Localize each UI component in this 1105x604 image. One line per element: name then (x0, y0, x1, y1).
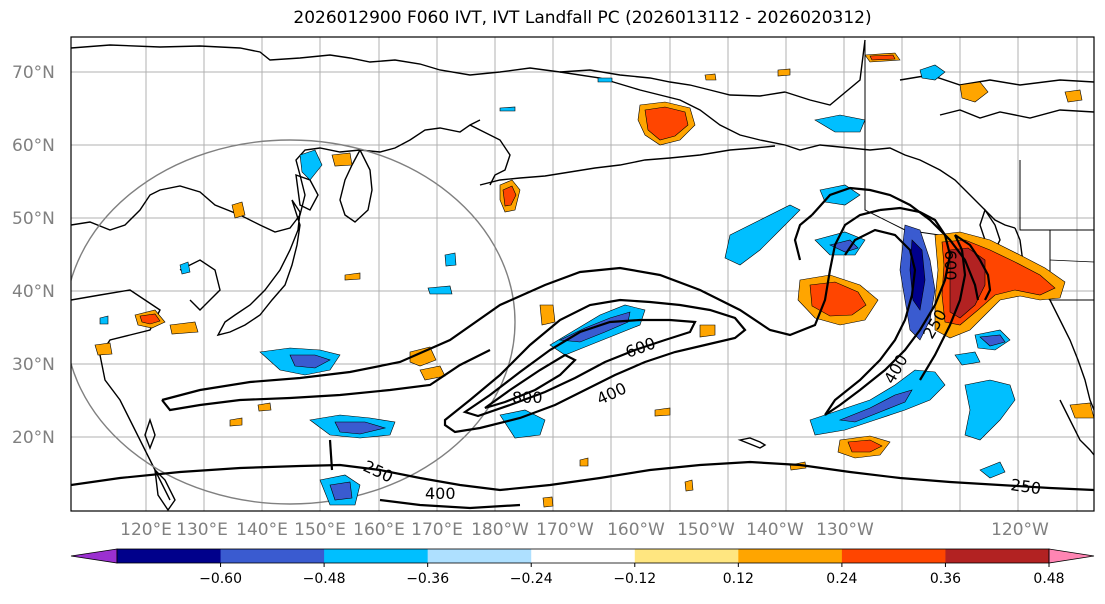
lon-label-150e: 150°E (294, 520, 346, 540)
lon-label-180w: 180°W (471, 520, 529, 540)
map-title: 2026012900 F060 IVT, IVT Landfall PC (20… (293, 8, 872, 28)
lon-label-120e: 120°E (120, 520, 172, 540)
colorbar-swatch (117, 549, 222, 563)
lon-label-130w: 130°W (816, 520, 874, 540)
lon-label-160e: 160°E (353, 520, 405, 540)
lat-label-30: 30°N (12, 355, 55, 375)
colorbar-tick-label: 0.48 (1033, 571, 1064, 587)
colorbar: −0.60 −0.48 −0.36 −0.24 −0.12 0.12 0.24 0.36 0.4… (70, 548, 1095, 587)
longitude-labels: 120°E 130°E 140°E 150°E 160°E 170°E 180°… (120, 520, 1049, 540)
lon-label-160w: 160°W (607, 520, 665, 540)
landfall-domain-ellipse (71, 139, 516, 505)
lon-label-140e: 140°E (236, 520, 288, 540)
colorbar-tick-label: −0.48 (303, 571, 346, 587)
lat-label-20: 20°N (12, 428, 55, 448)
lat-label-60: 60°N (12, 136, 55, 156)
contour-label-800: 800 (512, 388, 543, 407)
lon-label-130e: 130°E (176, 520, 228, 540)
lat-label-40: 40°N (12, 282, 55, 302)
latitude-labels: 70°N 60°N 50°N 40°N 30°N 20°N (12, 63, 55, 448)
lon-label-170e: 170°E (411, 520, 463, 540)
contour-label-600-east: 600 (941, 250, 960, 281)
coastlines (71, 39, 1094, 511)
lat-label-50: 50°N (12, 209, 55, 229)
colorbar-swatch (324, 549, 429, 563)
colorbar-extension-max (1048, 548, 1095, 564)
colorbar-swatch (738, 549, 843, 563)
colorbar-swatch (220, 549, 325, 563)
colorbar-tick-label: −0.60 (199, 571, 242, 587)
colorbar-extension-min (70, 548, 118, 564)
colorbar-frame (116, 548, 1050, 564)
lon-label-140w: 140°W (746, 520, 804, 540)
colorbar-tick-label: 0.36 (930, 571, 961, 587)
lat-label-70: 70°N (12, 63, 55, 83)
colorbar-swatch (841, 549, 946, 563)
colorbar-swatch (945, 549, 1050, 563)
plot-frame (70, 36, 1095, 512)
contour-label-250-east: 250 (1009, 475, 1042, 498)
lon-label-170w: 170°W (536, 520, 594, 540)
colorbar-tick-label: −0.24 (510, 571, 553, 587)
colorbar-tick-label: −0.36 (406, 571, 449, 587)
colorbar-swatch (427, 549, 532, 563)
lon-label-120w: 120°W (991, 520, 1049, 540)
contour-label-400-south: 400 (425, 484, 456, 503)
colorbar-tick-label: −0.12 (613, 571, 656, 587)
ivt-contours (71, 186, 1094, 510)
colorbar-tick-label: 0.12 (723, 571, 754, 587)
colorbar-swatch (634, 549, 739, 563)
lon-label-150w: 150°W (677, 520, 735, 540)
pc-shading (94, 52, 1094, 508)
colorbar-swatch (531, 549, 636, 563)
colorbar-tick-label: 0.24 (826, 571, 857, 587)
